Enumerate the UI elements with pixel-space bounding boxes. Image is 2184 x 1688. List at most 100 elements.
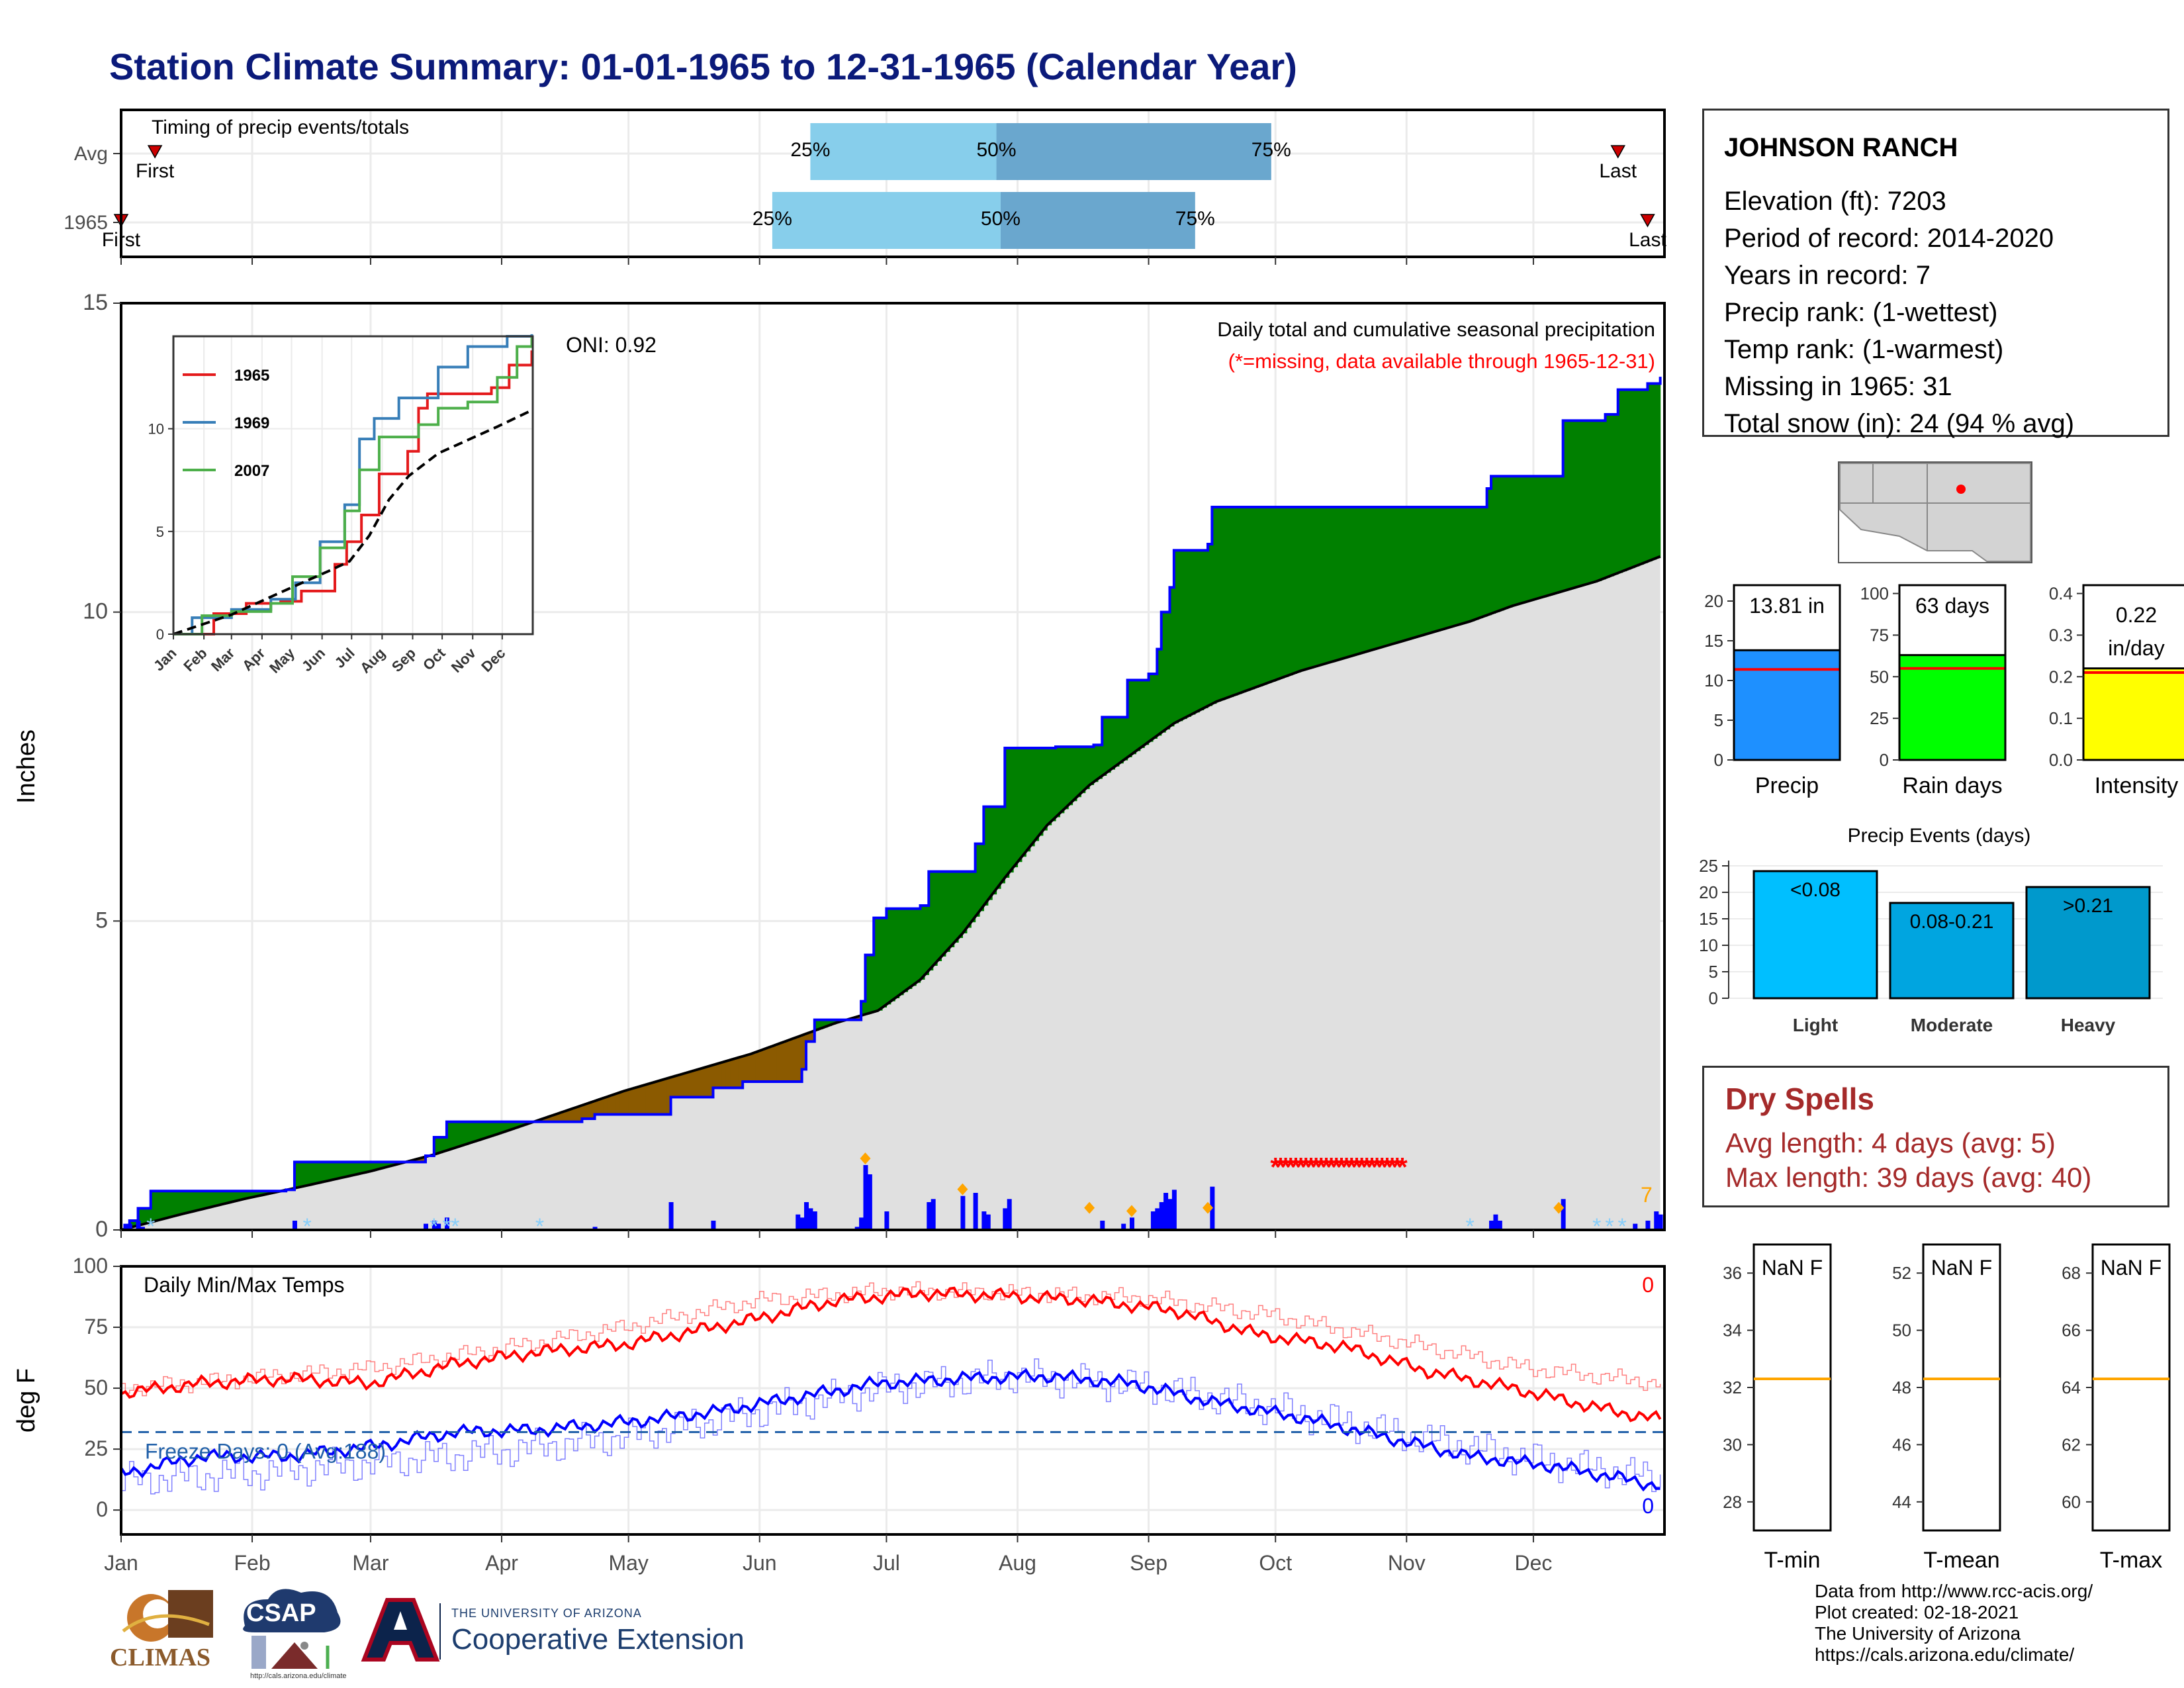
timing-label-25: 25% <box>790 139 830 161</box>
precip-surplus-slice <box>1402 507 1407 641</box>
precip-surplus-slice <box>1444 507 1449 629</box>
freeze-days-label: Freeze Days: 0 (Avg:188) <box>145 1439 386 1463</box>
ytd-temp-panel <box>1922 1243 2001 1532</box>
daily-precip-bar <box>1658 1214 1663 1230</box>
oni-label: ONI: 0.92 <box>566 333 657 357</box>
ytd-temp-panel <box>2091 1243 2171 1532</box>
precip-surplus-slice <box>819 1019 824 1029</box>
ytd-y-tick-label: 0.4 <box>2049 584 2073 604</box>
station-precip-rank: Precip rank: (1-wettest) <box>1724 298 1998 327</box>
snowflake-icon: * <box>303 1214 312 1239</box>
ytd-y-tick-label: 15 <box>1704 631 1723 651</box>
snowflake-icon: * <box>535 1214 544 1239</box>
precip-deficit-slice <box>619 1092 625 1115</box>
station-temp-rank: Temp rank: (1-warmest) <box>1724 335 2004 364</box>
precip-surplus-slice <box>941 871 946 957</box>
precip-surplus-slice <box>222 1191 228 1205</box>
daily-precip-bar <box>927 1202 932 1230</box>
precip-surplus-slice <box>1351 507 1357 656</box>
inset-legend-label: 1965 <box>234 367 269 385</box>
precip-surplus-slice <box>1097 745 1103 779</box>
precip-surplus-slice <box>983 806 989 906</box>
precip-surplus-slice <box>1047 748 1052 825</box>
daily-precip-bar <box>1163 1193 1169 1230</box>
daily-precip-bar <box>432 1221 437 1230</box>
precip-surplus-slice <box>1178 550 1183 722</box>
station-missing: Missing in 1965: 31 <box>1724 372 1952 401</box>
precip-surplus-slice <box>298 1162 304 1188</box>
precip-deficit-slice <box>683 1073 688 1098</box>
precip-surplus-slice <box>1630 389 1635 569</box>
precip-surplus-slice <box>1072 747 1077 802</box>
precip-deficit-slice <box>607 1096 612 1115</box>
precip-surplus-slice <box>336 1162 341 1179</box>
precip-surplus-slice <box>167 1191 173 1218</box>
precip-deficit-slice <box>548 1117 553 1122</box>
precip-surplus-slice <box>1203 550 1208 708</box>
precip-surplus-slice <box>260 1191 265 1196</box>
precip-surplus-slice <box>1140 680 1145 748</box>
precip-surplus-slice <box>1343 507 1348 659</box>
precip-deficit-slice <box>637 1087 642 1115</box>
precip-surplus-slice <box>1647 383 1653 562</box>
precip-surplus-slice <box>1263 507 1268 685</box>
precip-deficit-slice <box>594 1101 600 1115</box>
ytd-value-bar <box>1733 649 1841 761</box>
precip-surplus-slice <box>484 1121 490 1139</box>
precip-surplus-slice <box>248 1191 253 1198</box>
precip-surplus-slice <box>1592 420 1598 583</box>
ytd-temp-y-tick-label: 34 <box>1723 1321 1742 1340</box>
precip-surplus-slice <box>1021 748 1026 857</box>
precip-surplus-slice <box>214 1191 219 1207</box>
daily-precip-bar <box>1171 1190 1177 1230</box>
precip-surplus-slice <box>189 1191 194 1213</box>
precip-surplus-slice <box>861 1001 866 1016</box>
precip-surplus-slice <box>1596 420 1602 581</box>
precip-surplus-slice <box>1516 476 1522 605</box>
precip-surplus-slice <box>1165 612 1171 729</box>
precip-surplus-slice <box>184 1191 189 1214</box>
precip-surplus-slice <box>1030 748 1035 847</box>
snowflake-icon: * <box>1465 1214 1474 1239</box>
temps-x-tick-label: Jun <box>743 1551 777 1575</box>
station-period: Period of record: 2014-2020 <box>1724 224 2054 253</box>
missing-data-marker: * <box>1387 1153 1398 1182</box>
precip-deficit-slice <box>654 1082 659 1115</box>
precip-surplus-slice <box>506 1121 511 1131</box>
daily-precip-bar <box>863 1165 868 1230</box>
precip-deficit-slice <box>543 1118 549 1122</box>
temps-x-tick-label: Jul <box>873 1551 900 1575</box>
precip-y-tick-label: 10 <box>83 599 108 624</box>
precip-surplus-slice <box>895 908 900 998</box>
daily-precip-bar <box>711 1221 716 1230</box>
timing-bar-q50-q75 <box>996 123 1271 180</box>
timing-last-label: Last <box>1599 160 1637 182</box>
precip-surplus-slice <box>1449 507 1454 628</box>
flag-diamond-marker-icon <box>1084 1201 1095 1214</box>
timing-row-label: Avg <box>74 143 108 165</box>
precip-surplus-slice <box>1415 507 1420 637</box>
precip-deficit-slice <box>679 1074 684 1098</box>
daily-precip-bar <box>592 1227 598 1230</box>
precip-surplus-slice <box>1182 550 1187 720</box>
precip-surplus-slice <box>865 955 870 1015</box>
precip-surplus-slice <box>1136 680 1141 751</box>
precip-surplus-slice <box>197 1191 202 1211</box>
precip-deficit-slice <box>674 1076 680 1098</box>
precip-deficit-slice <box>624 1091 629 1115</box>
missing-data-marker: * <box>1300 1153 1311 1182</box>
missing-data-marker: * <box>1321 1153 1332 1182</box>
daily-precip-bar <box>1167 1199 1173 1230</box>
page-title: Station Climate Summary: 01-01-1965 to 1… <box>109 46 1297 87</box>
precip-surplus-slice <box>1355 507 1361 655</box>
precip-surplus-slice <box>1111 717 1116 770</box>
precip-surplus-slice <box>1601 420 1606 580</box>
timing-bar-q25-q50 <box>772 192 1001 249</box>
precip-surplus-slice <box>328 1162 334 1181</box>
ytd-value-label: 13.81 in <box>1749 594 1825 618</box>
precip-deficit-slice <box>704 1067 709 1098</box>
temps-y-axis-label: deg F <box>13 1368 40 1432</box>
precip-deficit-slice <box>785 1041 790 1082</box>
csap-logo-url: http://cals.arizona.edu/climate <box>250 1672 347 1680</box>
precip-surplus-slice <box>1533 476 1538 600</box>
